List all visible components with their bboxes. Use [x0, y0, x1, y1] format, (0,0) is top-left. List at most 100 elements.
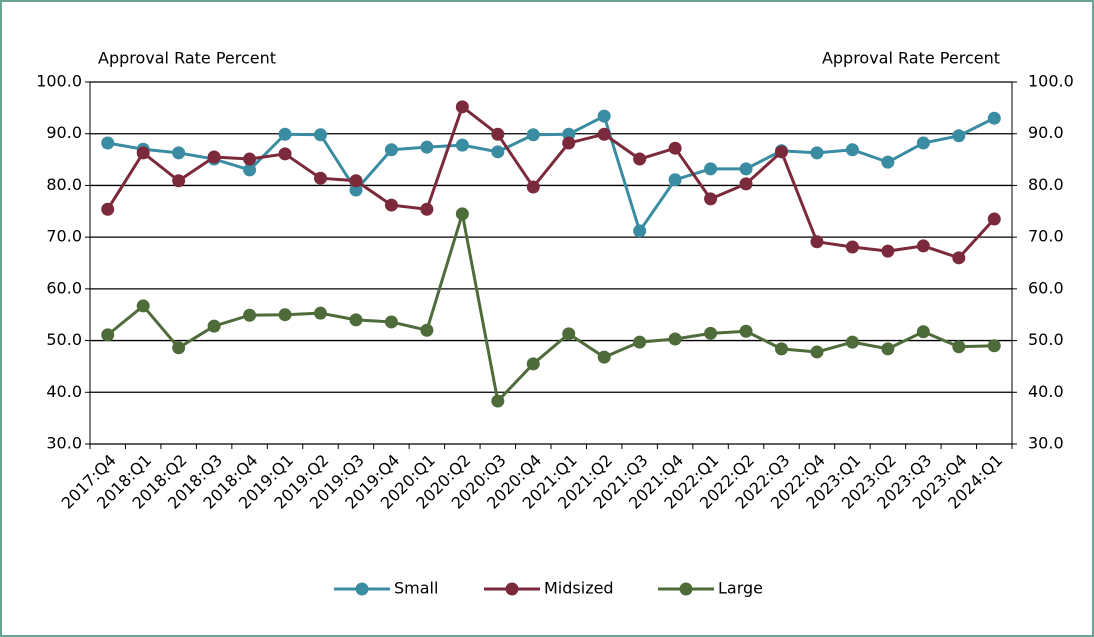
- data-point: [384, 315, 398, 329]
- data-point: [136, 299, 150, 313]
- data-point: [278, 147, 292, 161]
- data-point: [881, 244, 895, 258]
- data-point: [455, 100, 469, 114]
- y2-tick-label: 100.0: [1028, 72, 1074, 91]
- data-point: [349, 313, 363, 327]
- legend-label: Large: [718, 579, 763, 598]
- data-point: [491, 145, 505, 159]
- data-point: [349, 174, 363, 188]
- data-point: [491, 127, 505, 141]
- data-point: [207, 150, 221, 164]
- data-point: [101, 202, 115, 216]
- data-point: [172, 146, 186, 160]
- data-point: [243, 152, 257, 166]
- y-tick-label: 40.0: [46, 382, 82, 401]
- data-point: [633, 152, 647, 166]
- y-tick-label: 80.0: [46, 175, 82, 194]
- data-point: [384, 143, 398, 157]
- data-point: [952, 129, 966, 143]
- legend-marker: [355, 582, 369, 596]
- data-point: [668, 141, 682, 155]
- data-point: [562, 136, 576, 150]
- data-point: [172, 341, 186, 355]
- data-point: [987, 212, 1001, 226]
- data-point: [633, 335, 647, 349]
- y-tick-label: 70.0: [46, 227, 82, 246]
- data-point: [455, 207, 469, 221]
- data-point: [775, 342, 788, 356]
- data-point: [526, 180, 540, 194]
- y-tick-label: 90.0: [46, 123, 82, 142]
- data-point: [810, 235, 824, 249]
- data-point: [243, 308, 257, 322]
- data-point: [810, 146, 824, 160]
- y2-tick-label: 80.0: [1028, 175, 1064, 194]
- data-point: [597, 350, 611, 364]
- data-point: [491, 394, 505, 408]
- data-point: [775, 145, 788, 159]
- data-point: [704, 162, 718, 176]
- data-point: [739, 162, 753, 176]
- y-tick-label: 50.0: [46, 330, 82, 349]
- data-point: [633, 224, 647, 238]
- data-point: [597, 109, 611, 123]
- data-point: [881, 155, 895, 169]
- y2-tick-label: 90.0: [1028, 123, 1064, 142]
- legend-marker: [679, 582, 693, 596]
- data-point: [420, 323, 434, 337]
- data-point: [987, 111, 1001, 125]
- data-point: [845, 240, 859, 254]
- data-point: [704, 192, 718, 206]
- data-point: [243, 163, 257, 177]
- data-point: [101, 136, 115, 150]
- legend-marker: [505, 582, 519, 596]
- data-point: [668, 173, 682, 187]
- data-point: [136, 146, 150, 160]
- data-point: [207, 319, 221, 333]
- legend-label: Small: [394, 579, 438, 598]
- data-point: [810, 345, 824, 359]
- data-point: [881, 342, 895, 356]
- y-tick-label: 60.0: [46, 278, 82, 297]
- data-point: [562, 327, 576, 341]
- data-point: [314, 306, 327, 320]
- data-point: [597, 127, 611, 141]
- data-point: [314, 171, 327, 185]
- data-point: [314, 128, 327, 142]
- data-point: [455, 138, 469, 152]
- data-point: [384, 198, 398, 212]
- data-point: [278, 127, 292, 141]
- y2-tick-label: 60.0: [1028, 278, 1064, 297]
- data-point: [704, 326, 718, 340]
- data-point: [952, 251, 966, 265]
- data-point: [916, 325, 930, 339]
- data-point: [420, 202, 434, 216]
- data-point: [278, 308, 292, 322]
- data-point: [845, 335, 859, 349]
- y-tick-label: 100.0: [36, 72, 82, 91]
- data-point: [349, 183, 363, 197]
- data-point: [739, 177, 753, 191]
- y-tick-label: 30.0: [46, 434, 82, 453]
- data-point: [987, 339, 1001, 353]
- data-point: [916, 239, 930, 253]
- y2-tick-label: 40.0: [1028, 382, 1064, 401]
- y2-tick-label: 30.0: [1028, 434, 1064, 453]
- data-point: [526, 128, 540, 142]
- y2-tick-label: 50.0: [1028, 330, 1064, 349]
- data-point: [420, 140, 434, 154]
- data-point: [952, 340, 966, 354]
- data-point: [668, 332, 682, 346]
- legend-label: Midsized: [544, 579, 614, 598]
- data-point: [845, 143, 859, 157]
- data-point: [101, 328, 115, 342]
- data-point: [172, 174, 186, 188]
- data-point: [916, 136, 930, 150]
- y2-tick-label: 70.0: [1028, 227, 1064, 246]
- y2-axis-label: Approval Rate Percent: [822, 49, 1000, 68]
- data-point: [526, 357, 540, 371]
- y-axis-label: Approval Rate Percent: [98, 49, 276, 68]
- data-point: [739, 324, 753, 338]
